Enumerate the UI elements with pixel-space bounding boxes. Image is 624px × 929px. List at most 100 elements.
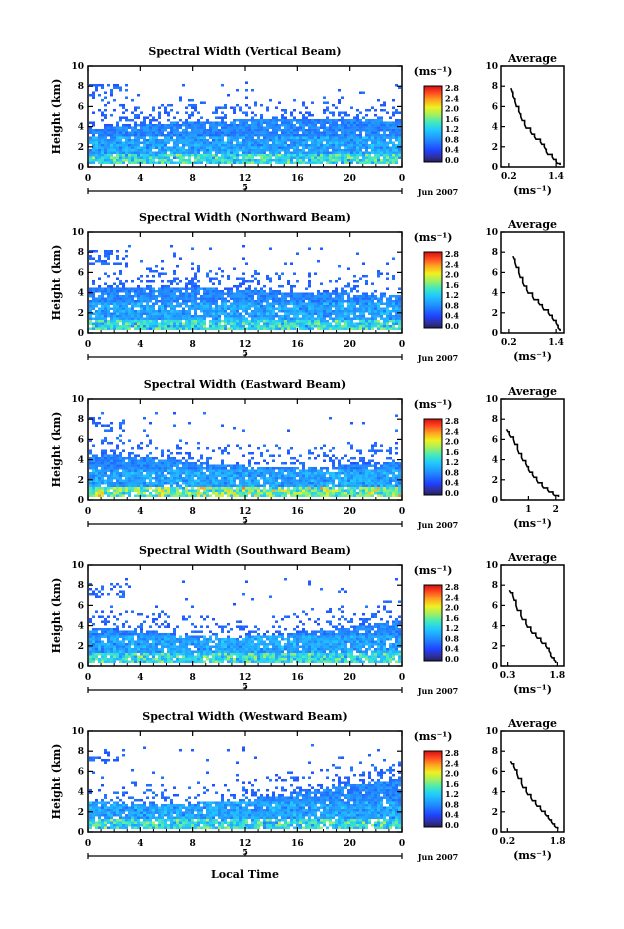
heatmap-cell (341, 153, 344, 157)
heatmap-cell (332, 153, 335, 157)
heatmap-cell (188, 113, 191, 117)
heatmap-cell (266, 161, 269, 164)
heatmap-cell (233, 138, 236, 142)
heatmap-cell (302, 304, 305, 308)
heatmap-cell (227, 141, 230, 144)
heatmap-cell (101, 136, 104, 139)
heatmap-cell (317, 294, 320, 298)
heatmap-cell (263, 118, 266, 122)
heatmap-cell (377, 118, 380, 122)
heatmap-cell (263, 476, 266, 480)
heatmap-cell (158, 491, 161, 495)
heatmap-cell (293, 469, 296, 472)
heatmap-cell (260, 103, 263, 107)
heatmap-cell (131, 141, 134, 144)
heatmap-cell (353, 158, 356, 162)
heatmap-cell (122, 161, 125, 164)
heatmap-cell (119, 133, 122, 137)
heatmap-cell (158, 131, 161, 134)
heatmap-cell (164, 302, 167, 305)
heatmap-cell (287, 156, 290, 159)
heatmap-cell (197, 314, 200, 318)
heatmap-cell (131, 314, 134, 318)
heatmap-cell (137, 158, 140, 162)
heatmap-cell (239, 126, 242, 129)
heatmap-cell (119, 262, 122, 265)
heatmap-cell (296, 489, 299, 492)
heatmap-cell (155, 484, 158, 487)
heatmap-cell (140, 471, 143, 475)
heatmap-cell (395, 319, 398, 323)
heatmap-cell (371, 121, 374, 124)
heatmap-cell (359, 294, 362, 298)
heatmap-cell (143, 322, 146, 325)
heatmap-cell (398, 324, 401, 328)
heatmap-cell (155, 461, 158, 465)
heatmap-cell (179, 459, 182, 462)
heatmap-cell (380, 312, 383, 315)
heatmap-cell (377, 151, 380, 154)
heatmap-cell (383, 103, 386, 107)
heatmap-cell (200, 297, 203, 300)
heatmap-cell (131, 484, 134, 487)
heatmap-cell (176, 299, 179, 303)
heatmap-cell (110, 314, 113, 318)
heatmap-cell (137, 156, 140, 159)
heatmap-cell (140, 111, 143, 114)
heatmap-cell (332, 297, 335, 300)
heatmap-cell (161, 294, 164, 298)
heatmap-cell (185, 287, 188, 290)
heatmap-cell (383, 156, 386, 159)
heatmap-cell (203, 312, 206, 315)
heatmap-cell (239, 469, 242, 472)
heatmap-cell (113, 474, 116, 477)
heatmap-cell (392, 317, 395, 320)
heatmap-cell (359, 314, 362, 318)
heatmap-cell (215, 158, 218, 162)
heatmap-cell (239, 327, 242, 330)
heatmap-cell (305, 111, 308, 114)
heatmap-cell (326, 156, 329, 159)
heatmap-cell (170, 466, 173, 470)
heatmap-cell (371, 118, 374, 122)
heatmap-cell (98, 146, 101, 149)
heatmap-cell (185, 289, 188, 293)
heatmap-cell (125, 156, 128, 159)
heatmap-cell (131, 294, 134, 298)
heatmap-cell (164, 314, 167, 318)
heatmap-cell (386, 272, 389, 275)
heatmap-cell (299, 294, 302, 298)
heatmap-cell (92, 312, 95, 315)
heatmap-cell (185, 158, 188, 162)
heatmap-cell (320, 158, 323, 162)
heatmap-cell (164, 108, 167, 112)
heatmap-cell (398, 126, 401, 129)
heatmap-cell (371, 314, 374, 318)
heatmap-cell (128, 161, 131, 164)
heatmap-cell (206, 479, 209, 482)
heatmap-cell (230, 123, 233, 127)
heatmap-cell (260, 141, 263, 144)
heatmap-cell (104, 451, 107, 455)
heatmap-cell (284, 128, 287, 132)
heatmap-cell (356, 126, 359, 129)
heatmap-cell (119, 309, 122, 313)
heatmap-cell (206, 309, 209, 313)
heatmap-cell (284, 304, 287, 308)
heatmap-cell (143, 486, 146, 490)
heatmap-cell (92, 136, 95, 139)
panel-1: Spectral Width (Northward Beam)0246810He… (50, 211, 565, 363)
heatmap-cell (275, 123, 278, 127)
heatmap-cell (107, 466, 110, 470)
heatmap-cell (383, 327, 386, 330)
heatmap-cell (257, 153, 260, 157)
heatmap-cell (167, 148, 170, 152)
heatmap-cell (104, 429, 107, 432)
heatmap-cell (227, 151, 230, 154)
heatmap-cell (263, 314, 266, 318)
heatmap-cell (314, 136, 317, 139)
heatmap-cell (155, 481, 158, 485)
heatmap-cell (263, 304, 266, 308)
heatmap-cell (377, 138, 380, 142)
heatmap-cell (143, 161, 146, 164)
